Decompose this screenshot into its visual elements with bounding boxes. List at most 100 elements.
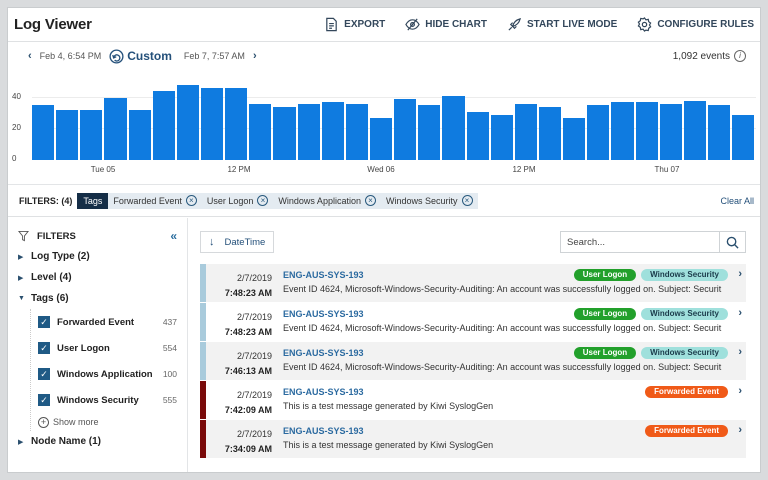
log-host-link[interactable]: ENG-AUS-SYS-193: [283, 348, 364, 358]
tag-item-windows-application[interactable]: ✓ Windows Application 100: [38, 361, 177, 387]
tag-label: Forwarded Event: [57, 316, 135, 328]
filter-chip: User Logon ×: [202, 195, 274, 206]
chevron-right-icon[interactable]: ›: [738, 385, 742, 397]
histogram-bar[interactable]: [563, 117, 586, 160]
log-host-link[interactable]: ENG-AUS-SYS-193: [283, 309, 364, 319]
log-row[interactable]: 2/7/2019 7:48:23 AM ENG-AUS-SYS-193 Even…: [200, 303, 746, 342]
histogram-bar[interactable]: [297, 103, 320, 160]
filter-group-log-type[interactable]: ▶ Log Type (2): [18, 246, 177, 267]
tag-item-forwarded-event[interactable]: ✓ Forwarded Event 437: [38, 309, 177, 335]
log-content: ENG-AUS-SYS-193 This is a test message g…: [272, 420, 746, 458]
info-icon[interactable]: i: [734, 50, 746, 62]
histogram-bar[interactable]: [707, 105, 731, 160]
search-input[interactable]: [561, 232, 719, 252]
configure-rules-button[interactable]: CONFIGURE RULES: [637, 17, 754, 32]
x-tick-wed06: Wed 06: [367, 165, 395, 174]
histogram-bar[interactable]: [152, 91, 175, 160]
checkbox[interactable]: ✓: [38, 342, 50, 354]
chevron-right-icon[interactable]: ›: [738, 268, 742, 280]
tag-badge: User Logon: [573, 308, 637, 320]
histogram-bar[interactable]: [104, 97, 127, 160]
hide-chart-button[interactable]: HIDE CHART: [405, 17, 487, 32]
histogram-bar[interactable]: [635, 102, 658, 160]
histogram-bar[interactable]: [176, 85, 199, 160]
chevron-right-icon[interactable]: ›: [738, 424, 742, 436]
chevron-right-icon[interactable]: ›: [738, 346, 742, 358]
tags-list: ✓ Forwarded Event 437 ✓ User Logon 554 ✓ Wind…: [30, 309, 177, 431]
histogram-bar[interactable]: [683, 100, 706, 160]
tag-label: Windows Application: [57, 368, 153, 380]
log-row[interactable]: 2/7/2019 7:42:09 AM ENG-AUS-SYS-193 This…: [200, 381, 746, 420]
filter-group-level[interactable]: ▶ Level (4): [18, 267, 177, 288]
log-host-link[interactable]: ENG-AUS-SYS-193: [283, 270, 364, 280]
sidebar-header: FILTERS «: [18, 226, 177, 246]
histogram-bar[interactable]: [490, 114, 513, 160]
x-tick-12pm-2: 12 PM: [512, 165, 536, 174]
caret-right-icon: ▶: [18, 253, 24, 261]
start-live-mode-button[interactable]: START LIVE MODE: [507, 17, 617, 32]
tag-item-user-logon[interactable]: ✓ User Logon 554: [38, 335, 177, 361]
log-host-link[interactable]: ENG-AUS-SYS-193: [283, 426, 364, 436]
log-datetime: 2/7/2019 7:48:23 AM: [206, 303, 272, 341]
histogram-bar[interactable]: [514, 103, 537, 160]
prev-range-button[interactable]: ‹: [28, 50, 32, 62]
tag-badge: Forwarded Event: [645, 386, 728, 398]
remove-filter-icon[interactable]: ×: [185, 195, 197, 206]
group-label: Node Name (1): [31, 436, 102, 447]
checkbox[interactable]: ✓: [38, 368, 50, 380]
histogram-bar[interactable]: [56, 110, 79, 160]
histogram-bar[interactable]: [659, 103, 682, 160]
gridline-20: [32, 128, 756, 129]
histogram-bar[interactable]: [538, 106, 562, 160]
histogram-bar[interactable]: [611, 102, 634, 160]
tag-item-windows-security[interactable]: ✓ Windows Security 555: [38, 387, 177, 413]
histogram-bar[interactable]: [321, 102, 344, 160]
export-button[interactable]: EXPORT: [324, 17, 385, 32]
histogram-bar[interactable]: [732, 114, 755, 160]
histogram-bar[interactable]: [32, 105, 55, 160]
histogram-bar[interactable]: [200, 88, 224, 160]
histogram-bar[interactable]: [80, 110, 103, 160]
event-count: 1,092 events i: [673, 50, 746, 62]
remove-filter-icon[interactable]: ×: [257, 195, 269, 206]
filter-group-tags[interactable]: ▼ Tags (6): [18, 288, 177, 309]
checkbox[interactable]: ✓: [38, 394, 50, 406]
log-time: 7:42:09 AM: [224, 405, 272, 415]
severity-indicator: [200, 264, 206, 302]
histogram-bar[interactable]: [345, 103, 368, 160]
collapse-sidebar-button[interactable]: «: [170, 229, 177, 243]
caret-right-icon: ▶: [18, 438, 24, 446]
log-host-link[interactable]: ENG-AUS-SYS-193: [283, 387, 364, 397]
log-row[interactable]: 2/7/2019 7:46:13 AM ENG-AUS-SYS-193 Even…: [200, 342, 746, 381]
eye-slash-icon: [405, 18, 421, 31]
histogram-bar[interactable]: [128, 110, 151, 160]
histogram-bar[interactable]: [249, 103, 272, 160]
histogram-bar[interactable]: [273, 106, 296, 160]
tag-badge: User Logon: [573, 347, 637, 359]
severity-indicator: [200, 381, 206, 419]
log-row[interactable]: 2/7/2019 7:48:23 AM ENG-AUS-SYS-193 Even…: [200, 264, 746, 303]
histogram-bar[interactable]: [225, 88, 248, 160]
histogram-bar[interactable]: [587, 105, 610, 160]
active-filters-bar: FILTERS: (4) Tags Forwarded Event × User …: [8, 185, 760, 217]
remove-filter-icon[interactable]: ×: [461, 195, 473, 206]
histogram-bar[interactable]: [466, 111, 489, 160]
remove-filter-icon[interactable]: ×: [364, 195, 376, 206]
filter-group-node-name[interactable]: ▶ Node Name (1): [18, 431, 177, 452]
histogram-bar[interactable]: [418, 105, 441, 160]
next-range-button[interactable]: ›: [252, 50, 257, 62]
sort-datetime-button[interactable]: ↓ DateTime: [200, 231, 275, 253]
range-preset-button[interactable]: Custom: [109, 48, 172, 64]
histogram-bar[interactable]: [442, 96, 465, 160]
histogram-bar[interactable]: [394, 99, 417, 160]
show-more-link[interactable]: + Show more: [38, 413, 177, 431]
search-button[interactable]: [719, 232, 745, 252]
log-row[interactable]: 2/7/2019 7:34:09 AM ENG-AUS-SYS-193 This…: [200, 420, 746, 459]
histogram-bar[interactable]: [369, 117, 393, 160]
tag-badge: User Logon: [573, 269, 637, 281]
filter-chip: Windows Application ×: [273, 195, 381, 206]
clear-all-link[interactable]: Clear All: [720, 195, 754, 206]
checkbox[interactable]: ✓: [38, 316, 50, 328]
chevron-right-icon[interactable]: ›: [738, 307, 742, 319]
group-label: Log Type (2): [31, 251, 90, 262]
